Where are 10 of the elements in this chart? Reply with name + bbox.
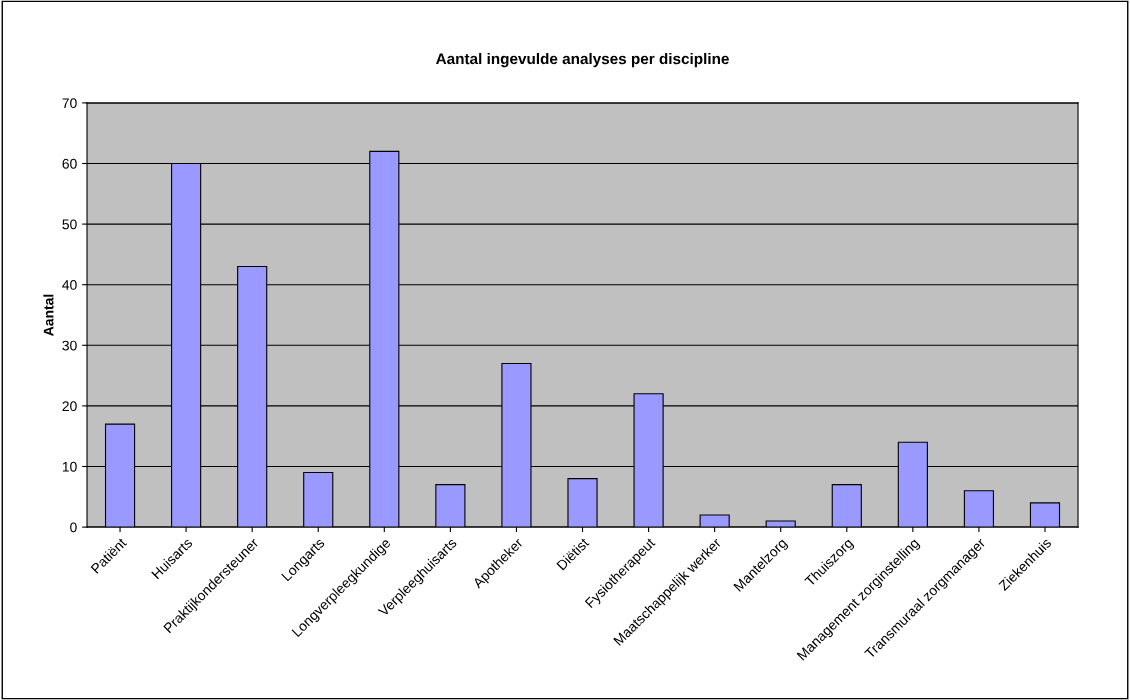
y-axis-title: Aantal bbox=[43, 294, 54, 336]
y-tick-label: 20 bbox=[62, 401, 77, 412]
y-tick-label: 60 bbox=[62, 158, 77, 169]
y-tick-label: 40 bbox=[62, 280, 77, 290]
y-tick-label: 30 bbox=[62, 340, 77, 351]
y-tick-label: 70 bbox=[62, 98, 77, 109]
y-tick-label: 0 bbox=[70, 522, 77, 533]
y-tick-label: 10 bbox=[62, 461, 77, 472]
chart-title: Aantal ingevulde analyses per discipline bbox=[436, 52, 729, 68]
y-tick-label: 50 bbox=[62, 219, 77, 230]
